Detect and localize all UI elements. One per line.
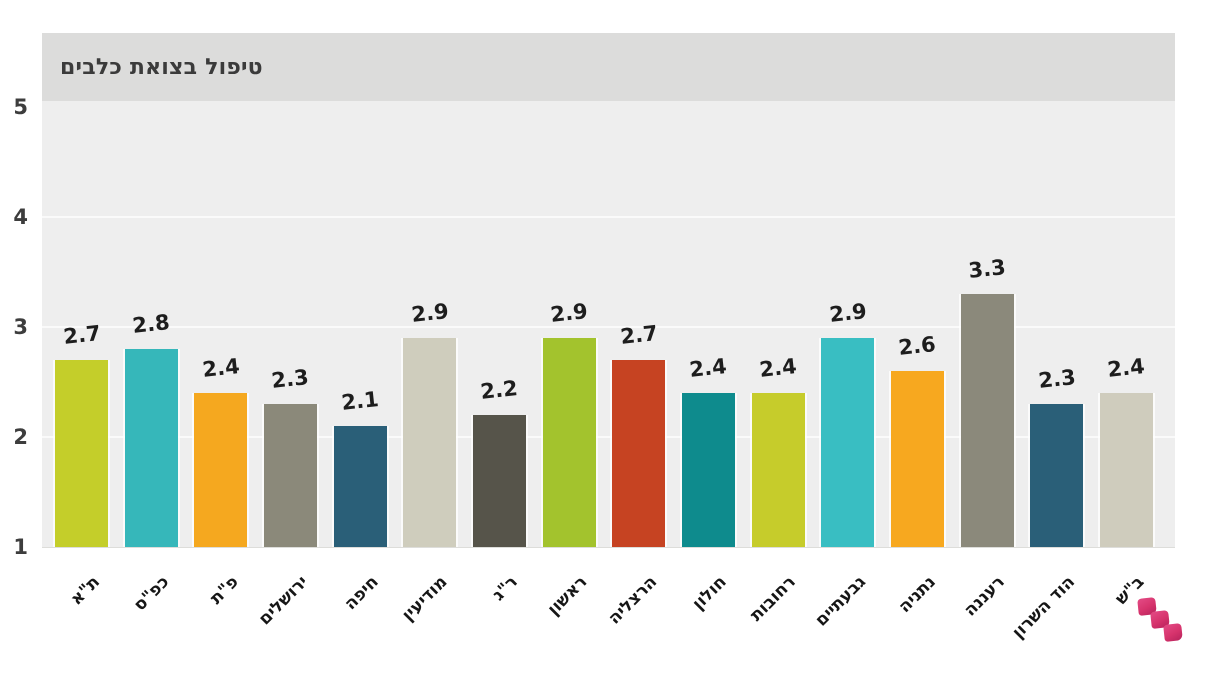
bar-value-label: 2.9 (549, 299, 589, 327)
bar-value-label: 2.4 (758, 354, 798, 382)
bar (890, 371, 944, 547)
bar (821, 338, 875, 547)
x-axis-label: ר"ג (488, 572, 522, 606)
x-axis-label: גבעתיים (811, 572, 870, 631)
plot-area: 2.7 2.8 2.4 2.3 2.1 2.9 2.2 2.9 2.7 2.4 2.4 2.9 2.6 3… (42, 101, 1175, 548)
bar-value-label: 2.4 (1106, 354, 1147, 382)
bar-value-label: 2.7 (618, 321, 659, 349)
bar-cell: 2.2 (472, 101, 526, 547)
y-axis-tick: 5 (13, 95, 28, 119)
bar (403, 338, 457, 547)
x-cell: ירושלים (255, 548, 317, 673)
x-cell: פ"ת (194, 548, 247, 673)
bar-value-label: 2.8 (131, 310, 171, 338)
chart-title-band: טיפול בצואת כלבים (42, 33, 1175, 101)
bar-cell: 2.9 (542, 101, 596, 547)
chart-title: טיפול בצואת כלבים (60, 54, 263, 80)
bar-cell: 2.9 (821, 101, 875, 547)
bar-cell: 2.1 (333, 101, 387, 547)
bar (124, 349, 178, 547)
bar-cell: 2.3 (1030, 101, 1084, 547)
gridline (42, 436, 1175, 438)
bar-cell: 2.4 (751, 101, 805, 547)
y-axis-tick: 2 (13, 425, 28, 449)
gridline (42, 216, 1175, 218)
x-axis-label: הוד השרון (1008, 572, 1079, 643)
bar (1099, 393, 1153, 547)
bar (55, 360, 108, 547)
x-cell: גבעתיים (811, 548, 874, 673)
bar (333, 426, 387, 547)
x-cell: רחובות (747, 548, 805, 673)
bar-chart: טיפול בצואת כלבים 2.7 2.8 2.4 2.3 2.1 2.9 2.2 2… (42, 33, 1175, 673)
bars-row: 2.7 2.8 2.4 2.3 2.1 2.9 2.2 2.9 2.7 2.4 2.4 2.9 2.6 3… (42, 101, 1175, 547)
x-axis-label: כפ"ס (129, 572, 174, 616)
bar-value-label: 2.4 (201, 354, 241, 382)
bar (542, 338, 596, 547)
x-cell: חיפה (334, 548, 387, 673)
bar (263, 404, 317, 547)
bar-value-label: 2.3 (270, 365, 311, 393)
bar-value-label: 3.3 (967, 255, 1007, 283)
bar-value-label: 2.1 (340, 387, 380, 415)
bar-value-label: 2.9 (410, 299, 450, 327)
x-cell: רעננה (961, 548, 1014, 673)
x-cell: ר"ג (473, 548, 526, 673)
x-axis-label: ת"א (66, 572, 104, 610)
x-axis-labels: ת"א כפ"ס פ"ת ירושלים חיפה מודיעין ר"ג ראשון הרצל… (42, 548, 1175, 673)
bar-value-label: 2.3 (1036, 365, 1077, 393)
logo-step-icon (1163, 623, 1183, 642)
bar-value-label: 2.2 (479, 376, 520, 404)
x-axis: ת"א כפ"ס פ"ת ירושלים חיפה מודיעין ר"ג ראשון הרצל… (42, 548, 1175, 673)
bar-value-label: 2.9 (827, 299, 868, 327)
x-axis-label: ירושלים (255, 572, 313, 630)
x-axis-label: רעננה (960, 572, 1010, 621)
x-cell: מודיעין (399, 548, 456, 673)
x-axis-label: ראשון (543, 572, 592, 620)
x-cell: חולון (682, 548, 735, 673)
x-axis-label: רחובות (746, 572, 801, 626)
bar (960, 294, 1014, 547)
bar (751, 393, 805, 547)
x-cell: ראשון (543, 548, 596, 673)
x-axis-label: הרצליה (604, 572, 661, 629)
bar-cell: 2.6 (890, 101, 944, 547)
pink-steps-logo (1136, 597, 1196, 649)
x-cell: כפ"ס (125, 548, 178, 673)
x-axis-label: נתניה (894, 572, 940, 618)
x-cell: הרצליה (604, 548, 665, 673)
y-axis: 5 4 3 2 1 (0, 95, 32, 559)
y-axis-tick: 3 (13, 315, 28, 339)
bar-value-label: 2.7 (61, 321, 102, 349)
bar (1030, 404, 1084, 547)
x-axis-label: חולון (688, 572, 731, 615)
y-axis-tick: 1 (13, 535, 28, 559)
bar (681, 393, 735, 547)
bar (472, 415, 526, 547)
bar-cell: 2.8 (124, 101, 178, 547)
bar (612, 360, 666, 547)
bar-cell: 2.4 (681, 101, 735, 547)
bar-value-label: 2.6 (897, 332, 938, 360)
x-axis-label: מודיעין (398, 572, 452, 626)
bar-cell: 2.4 (1099, 101, 1153, 547)
bar-cell: 2.9 (403, 101, 457, 547)
y-axis-tick: 4 (13, 205, 28, 229)
bar-cell: 3.3 (960, 101, 1014, 547)
bar-value-label: 2.4 (688, 354, 729, 382)
gridline (42, 326, 1175, 328)
bar (194, 393, 248, 547)
x-cell: ת"א (55, 548, 108, 673)
bar-cell: 2.3 (263, 101, 317, 547)
bar-cell: 2.7 (612, 101, 666, 547)
x-cell: נתניה (891, 548, 944, 673)
bar-cell: 2.4 (194, 101, 248, 547)
bar-cell: 2.7 (55, 101, 108, 547)
x-cell: הוד השרון (1008, 548, 1083, 673)
x-axis-label: חיפה (340, 572, 383, 615)
x-axis-label: פ"ת (206, 572, 243, 609)
